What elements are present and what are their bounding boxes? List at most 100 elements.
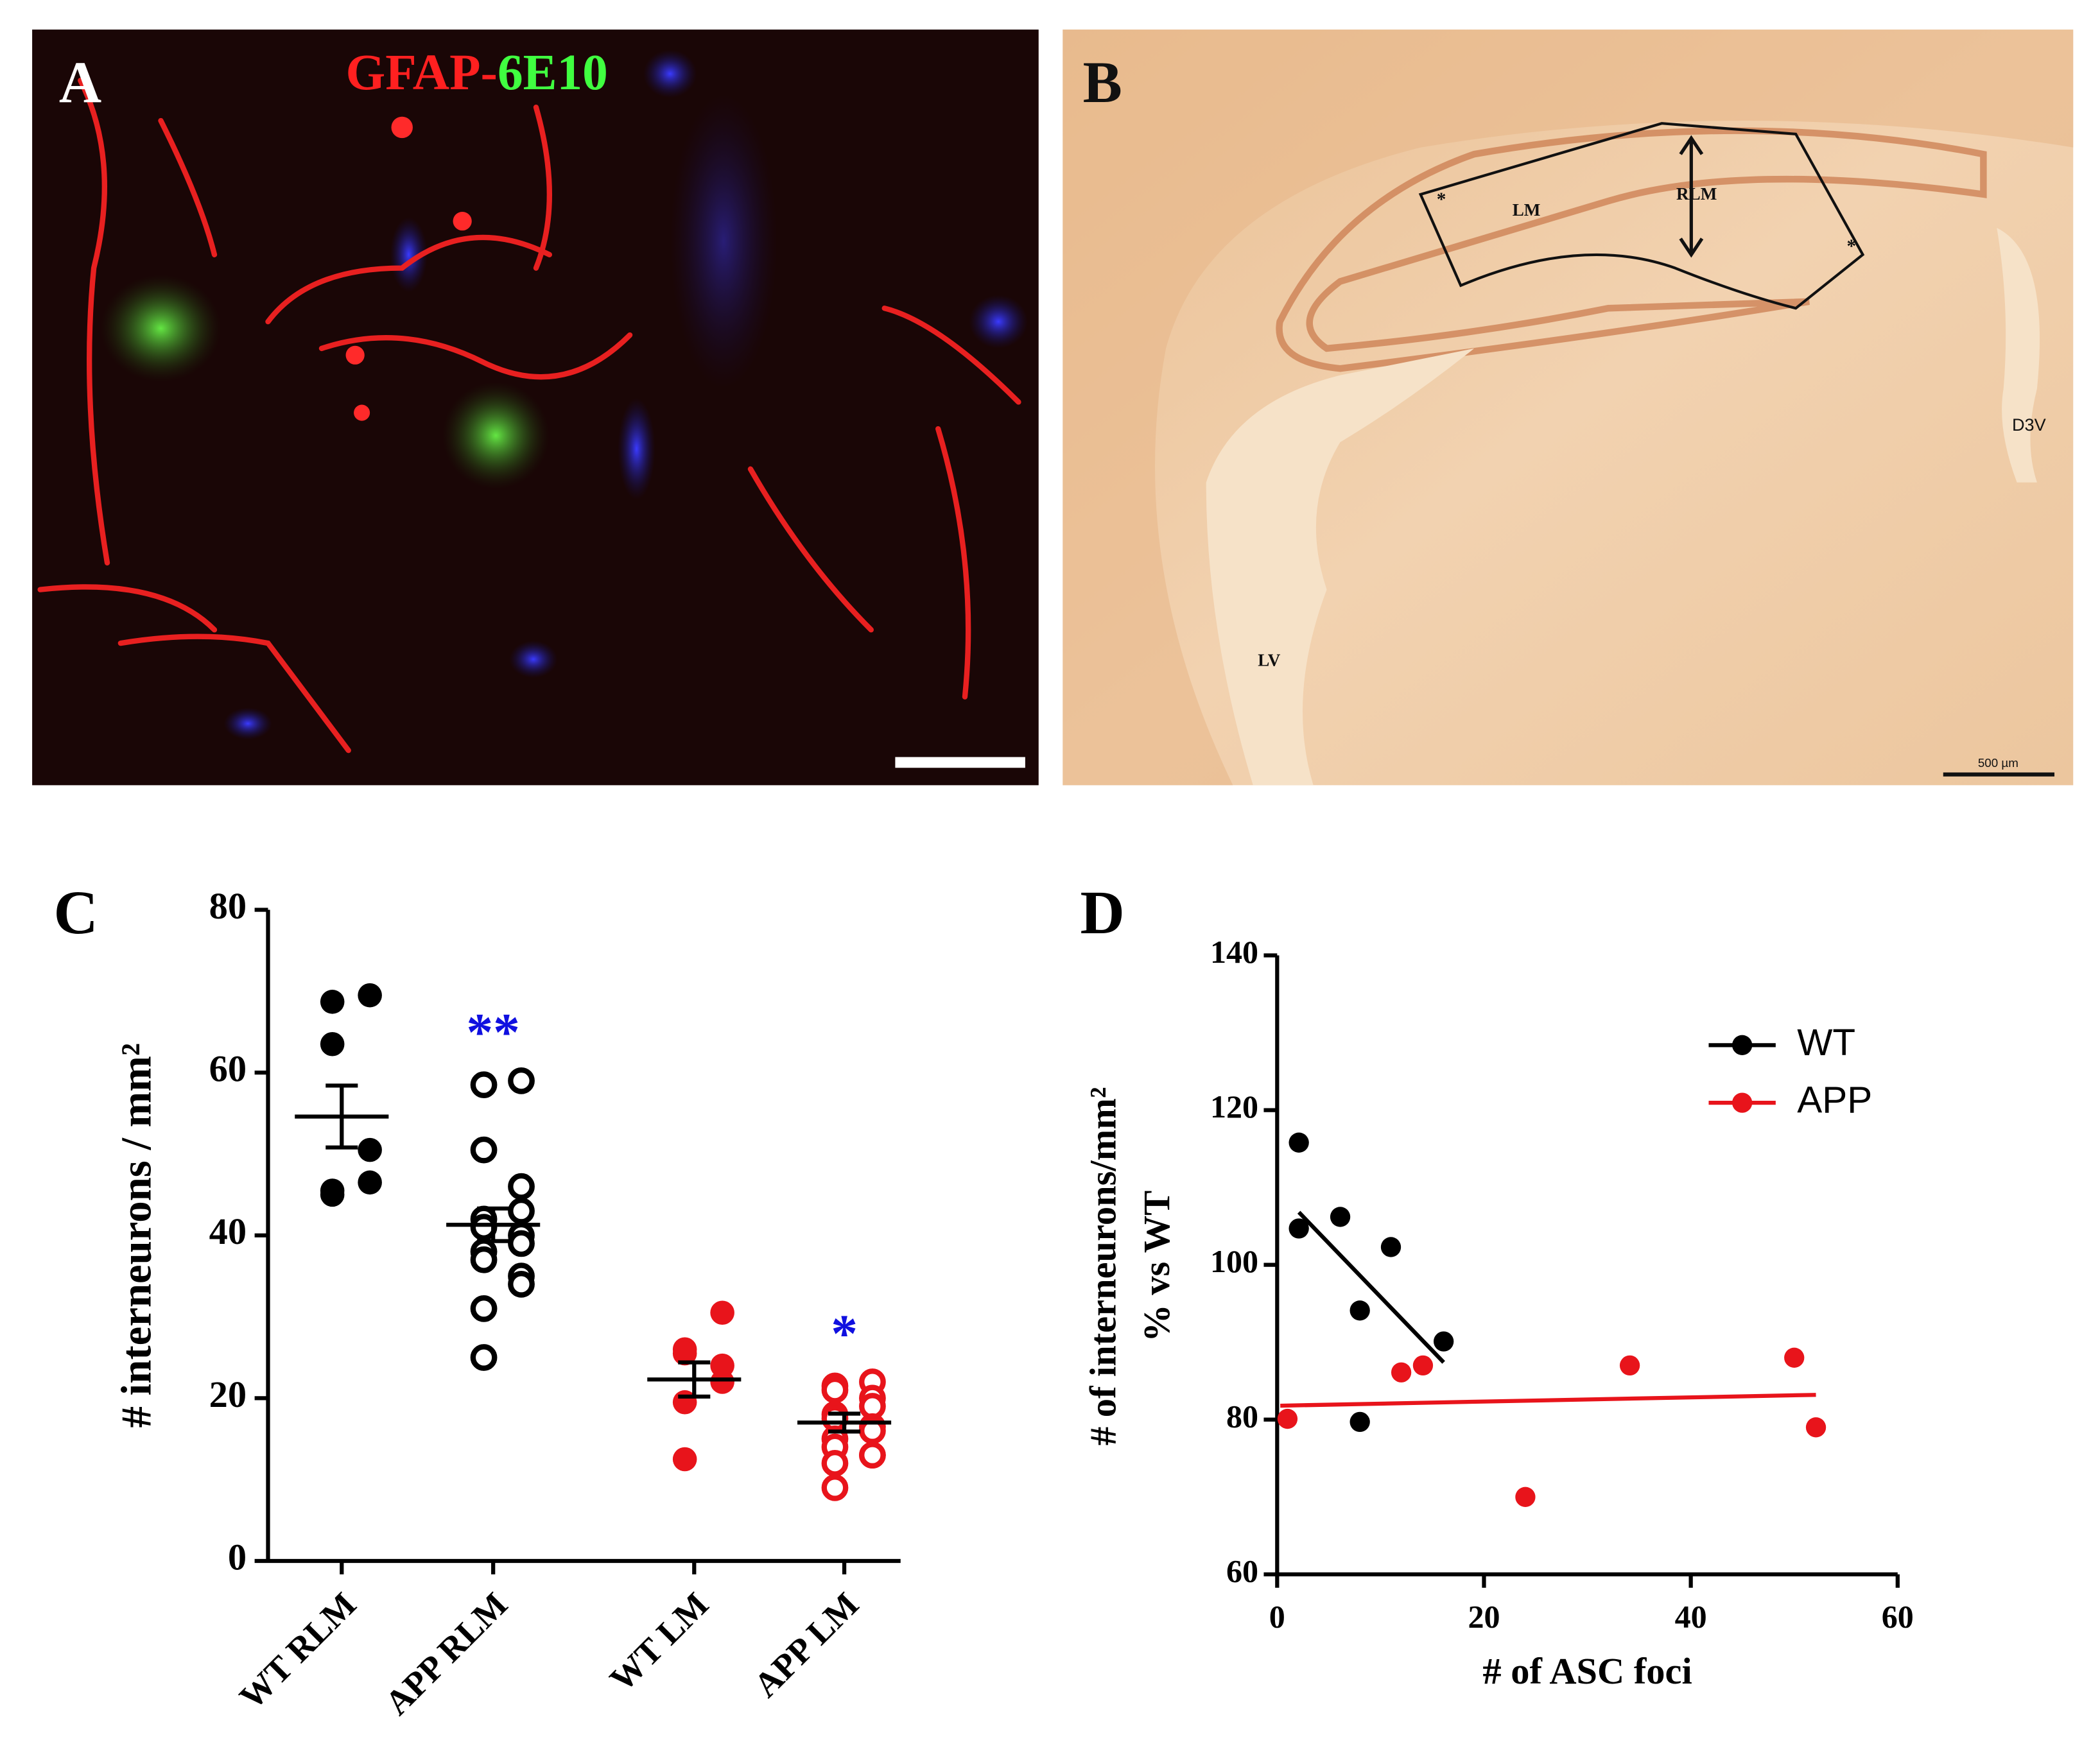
data-point [821, 1376, 849, 1404]
ventricle [1997, 228, 2040, 483]
sem-bar [325, 1083, 358, 1150]
y-tick-label: 20 [209, 1374, 247, 1415]
arrow-heads [1679, 135, 1704, 258]
data-point [710, 1370, 734, 1394]
data-point [470, 1071, 498, 1099]
y-tick-label: 40 [209, 1211, 247, 1252]
panel-letter: C [53, 878, 98, 947]
cell [345, 345, 365, 365]
data-point [1349, 1411, 1370, 1433]
legend-marker [1732, 1035, 1753, 1055]
data-point [508, 1197, 535, 1225]
significance-label: ** [466, 1003, 519, 1062]
data-point [470, 1344, 498, 1371]
panel-a: A GFAP-6E10 [32, 30, 1039, 786]
data-point [1391, 1362, 1412, 1383]
data-point [1412, 1355, 1434, 1376]
data-point [672, 1447, 697, 1472]
data-point [1349, 1300, 1370, 1321]
region-label: D3V [2012, 415, 2046, 435]
nucleus [643, 49, 697, 98]
data-point [320, 1031, 345, 1056]
nucleus [969, 295, 1028, 349]
cell [354, 404, 370, 421]
data-point [1277, 1408, 1298, 1429]
data-point [821, 1474, 849, 1501]
panel-letter: A [59, 49, 101, 115]
data-point [470, 1136, 498, 1164]
y-tick-label: 0 [228, 1536, 247, 1578]
y-axis-label: # interneurons / mm² [113, 1043, 161, 1427]
data-point [470, 1246, 498, 1273]
data-point [1619, 1355, 1640, 1376]
x-tick-label: APP LM [747, 1585, 866, 1704]
data-point [672, 1341, 697, 1366]
y-axis-label: # of interneurons/mm² [1082, 1087, 1124, 1445]
y-tick-label: 60 [1226, 1553, 1258, 1589]
data-point [508, 1230, 535, 1257]
panel-b: * * B LM RLM D3V LV 500 µm [1063, 30, 2074, 786]
x-tick-label: APP RLM [377, 1585, 515, 1722]
sem-bar [477, 1206, 510, 1243]
y-tick-label: 60 [209, 1048, 247, 1090]
x-tick-label: WT RLM [232, 1585, 363, 1716]
region-label: RLM [1676, 184, 1717, 203]
data-point [508, 1067, 535, 1094]
data-point [358, 1170, 382, 1195]
data-point [1434, 1331, 1454, 1352]
data-point [358, 983, 382, 1008]
fit-line [1297, 1211, 1445, 1364]
nucleus [509, 640, 558, 678]
data-point [1515, 1487, 1536, 1507]
legend-marker [1732, 1092, 1753, 1113]
stain-label: GFAP-6E10 [346, 44, 608, 101]
data-point [508, 1173, 535, 1200]
region-label: LM [1513, 200, 1541, 220]
data-point [859, 1417, 886, 1444]
data-point [1805, 1417, 1827, 1438]
data-point [320, 1182, 345, 1207]
x-tick-label: 0 [1269, 1598, 1285, 1634]
x-axis-label: # of ASC foci [1482, 1650, 1692, 1692]
asterisk: * [1846, 236, 1856, 257]
x-tick-label: 20 [1468, 1598, 1500, 1634]
nucleus [670, 94, 777, 389]
cell [391, 116, 413, 139]
nucleus [223, 707, 272, 740]
data-point [1380, 1237, 1401, 1257]
y-axis-label: % vs WT [1136, 1191, 1177, 1342]
data-point [358, 1137, 382, 1162]
y-tick-label: 100 [1210, 1243, 1258, 1279]
stain-green: 6E10 [498, 44, 608, 101]
data-point [821, 1449, 849, 1477]
panel-letter: D [1080, 878, 1124, 947]
astrocyte-processes [37, 78, 1021, 754]
data-point [710, 1300, 734, 1325]
plaque [100, 275, 221, 383]
cell [453, 211, 472, 231]
y-tick-label: 140 [1210, 934, 1258, 970]
significance-label: * [831, 1304, 858, 1363]
legend-label: APP [1797, 1080, 1872, 1121]
roi-outline [1418, 122, 1865, 310]
cell-layer [1276, 127, 1987, 372]
fit-line [1280, 1393, 1816, 1408]
sem-bar [828, 1411, 861, 1434]
data-point [1330, 1207, 1351, 1227]
x-tick-label: 40 [1675, 1598, 1707, 1634]
asterisk: * [1437, 189, 1446, 210]
region-label: LV [1258, 651, 1281, 670]
nucleus [618, 398, 655, 500]
plaque [442, 382, 550, 490]
data-point [1289, 1218, 1309, 1239]
data-point [859, 1442, 886, 1469]
data-point [320, 990, 345, 1014]
y-tick-label: 120 [1210, 1089, 1258, 1125]
ventricle [1206, 348, 1475, 786]
cortex [1063, 30, 2074, 786]
y-tick-label: 80 [1226, 1398, 1258, 1434]
data-point [1289, 1132, 1309, 1153]
